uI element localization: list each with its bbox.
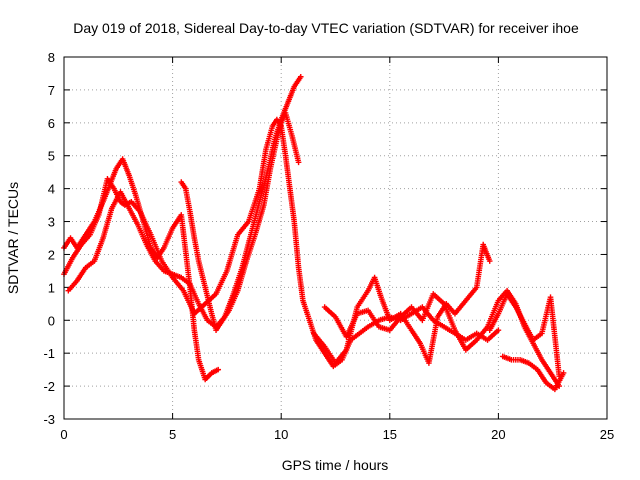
y-tick-label: 6 [48,116,55,131]
data-point-marker [556,373,563,380]
x-tick-label: 10 [274,427,288,442]
y-tick-label: -1 [43,346,55,361]
tick-layer: 0 5 10 15 20 25 -3 -2 -1 0 1 2 3 4 5 6 7 8 [43,50,614,442]
y-tick-label: 8 [48,50,55,65]
y-tick-label: 2 [48,247,55,262]
x-tick-label: 0 [60,427,67,442]
y-tick-label: 4 [48,182,55,197]
y-tick-label: 5 [48,149,55,164]
x-axis-title: GPS time / hours [282,457,389,473]
x-tick-label: 15 [383,427,397,442]
chart-title: Day 019 of 2018, Sidereal Day-to-day VTE… [73,20,579,36]
x-tick-label: 20 [491,427,505,442]
data-point-marker [495,327,502,333]
y-tick-label: -3 [43,412,55,427]
data-point-marker [560,370,567,376]
data-point-marker [215,366,222,373]
data-layer [61,73,567,393]
y-tick-label: 0 [48,313,55,328]
data-point-marker [297,73,304,80]
grid-layer [64,57,607,419]
data-point-marker [486,258,493,264]
series-track-3 [65,73,304,330]
x-tick-label: 5 [169,427,176,442]
y-tick-label: 1 [48,280,55,295]
y-tick-label: -2 [43,379,55,394]
plot-frame [63,56,608,420]
series-track-7 [499,353,567,393]
x-tick-label: 25 [600,427,614,442]
data-point-marker [295,159,302,166]
y-tick-label: 7 [48,83,55,98]
y-tick-label: 3 [48,215,55,230]
y-axis-title: SDTVAR / TECUs [5,182,21,294]
series-track-8 [486,291,563,380]
series-track-4 [178,110,302,333]
